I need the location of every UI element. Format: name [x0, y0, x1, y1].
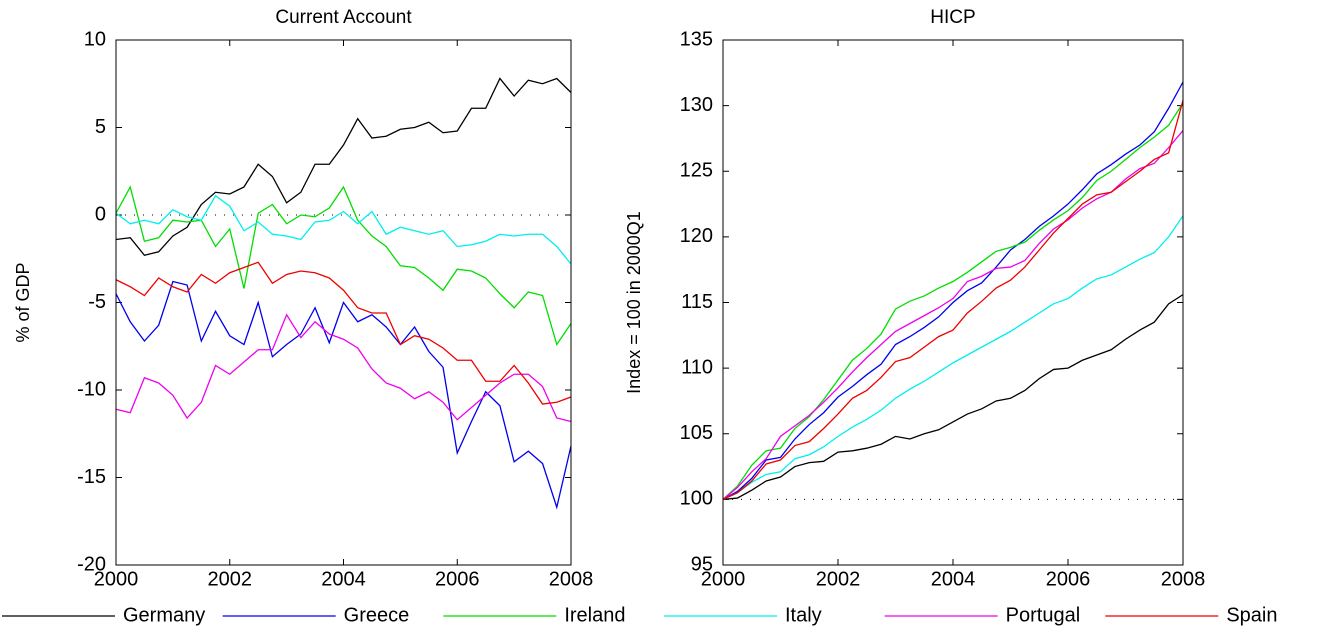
y-tick-label: 130 [680, 94, 713, 116]
series-line [115, 261, 572, 405]
series-line [722, 81, 1184, 500]
series-line [722, 102, 1184, 500]
legend-label: Spain [1226, 604, 1277, 626]
series-line [722, 130, 1184, 500]
series-line [115, 313, 572, 423]
y-tick-label: -5 [88, 291, 106, 313]
y-tick-label: -10 [77, 378, 106, 400]
x-tick-label: 2006 [1046, 568, 1091, 590]
y-axis-label: Index = 100 in 2000Q1 [624, 211, 644, 394]
series-line [722, 215, 1184, 500]
y-tick-label: 105 [680, 422, 713, 444]
legend-label: Italy [785, 604, 822, 626]
legend-label: Portugal [1006, 604, 1081, 626]
x-tick-label: 2000 [701, 568, 746, 590]
chart-title: HICP [930, 7, 975, 28]
x-tick-label: 2006 [435, 568, 480, 590]
axes-box [722, 39, 1184, 566]
y-tick-label: 10 [84, 28, 106, 50]
y-tick-label: 0 [95, 203, 106, 225]
series-line [722, 294, 1184, 501]
x-tick-label: 2004 [931, 568, 976, 590]
y-tick-label: 110 [681, 356, 713, 378]
y-tick-label: 125 [680, 160, 713, 182]
series-line [722, 100, 1184, 500]
y-axis-label: % of GDP [13, 262, 33, 342]
y-tick-label: 115 [681, 291, 713, 313]
chart-title: Current Account [275, 7, 412, 28]
y-tick-label: 135 [680, 28, 713, 50]
legend-label: Greece [344, 604, 410, 626]
series-line [115, 280, 572, 510]
y-tick-label: 5 [95, 116, 106, 138]
y-tick-label: -15 [77, 466, 106, 488]
x-tick-label: 2008 [549, 568, 594, 590]
legend-label: Ireland [564, 604, 625, 626]
y-tick-label: 95 [691, 553, 713, 575]
x-tick-label: 2004 [321, 568, 366, 590]
y-tick-label: 120 [680, 225, 713, 247]
x-tick-label: 2002 [208, 568, 253, 590]
axes-box [115, 39, 572, 566]
series-line [115, 194, 572, 265]
x-tick-label: 2002 [816, 568, 861, 590]
legend-label: Germany [123, 604, 205, 626]
series-line [115, 77, 572, 256]
x-tick-label: 2000 [94, 568, 139, 590]
x-tick-label: 2008 [1161, 568, 1206, 590]
series-line [115, 185, 572, 347]
y-tick-label: -20 [77, 553, 106, 575]
y-tick-label: 100 [680, 488, 713, 510]
